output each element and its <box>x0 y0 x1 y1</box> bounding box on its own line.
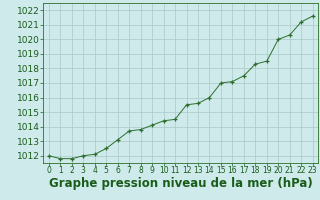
X-axis label: Graphe pression niveau de la mer (hPa): Graphe pression niveau de la mer (hPa) <box>49 177 313 190</box>
